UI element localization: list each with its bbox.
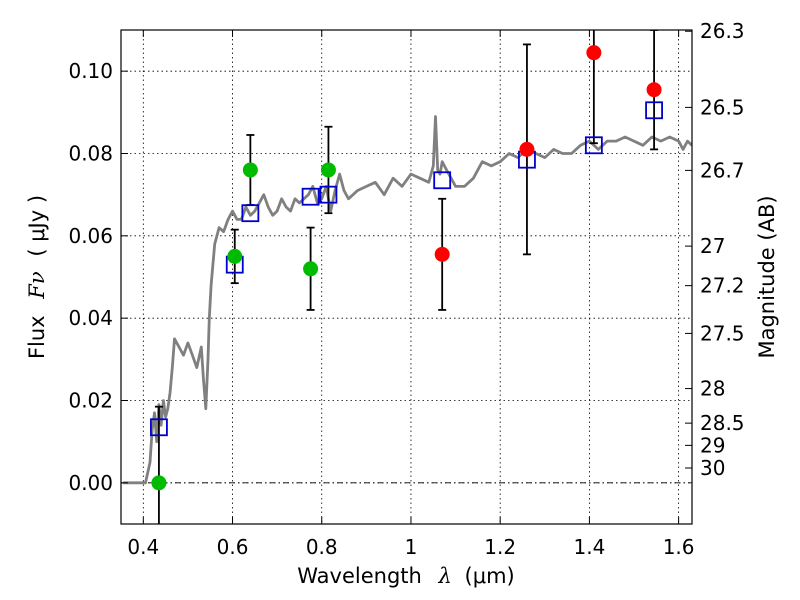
y-tick-label: 0.08 <box>68 142 113 166</box>
model-photometry-square <box>301 187 320 206</box>
photometry-point <box>151 475 167 491</box>
y2-tick-label: 26.5 <box>700 95 745 119</box>
y2-tick-label: 27.2 <box>700 274 745 298</box>
photometry-point <box>519 141 535 157</box>
y-tick-label: 0.04 <box>68 306 113 330</box>
y-tick-label: 0.10 <box>68 59 113 83</box>
y-axis-symbol: Fν <box>25 271 49 300</box>
x-tick-label: 1.6 <box>663 535 695 559</box>
x-tick-label: 1 <box>405 535 418 559</box>
plot-area <box>123 30 692 524</box>
y2-tick-label: 30 <box>700 456 725 480</box>
x-tick-label: 0.8 <box>306 535 338 559</box>
x-tick-label: 1.4 <box>573 535 605 559</box>
x-axis-unit: (μm) <box>465 564 515 588</box>
y-tick-label: 0.00 <box>68 471 113 495</box>
y-tick-label: 0.02 <box>68 389 113 413</box>
y2-tick-label: 28.5 <box>700 411 745 435</box>
y2-tick-label: 27.5 <box>700 321 745 345</box>
photometry-point <box>586 45 602 61</box>
model-photometry-square <box>319 185 338 204</box>
y-tick-label: 0.06 <box>68 224 113 248</box>
model-photometry-square <box>433 171 452 190</box>
y2-tick-label: 28 <box>700 377 725 401</box>
model-photometry-square <box>645 101 663 120</box>
y-axis-title: Flux Fν ( μJy ) <box>25 195 49 359</box>
model-photometry-square <box>241 204 260 223</box>
photometry-point <box>646 82 662 98</box>
x-axis-title: Wavelength λ (μm) <box>297 564 514 588</box>
y2-tick-label: 26.7 <box>700 158 745 182</box>
photometry-point <box>434 246 450 262</box>
axis-ticks <box>121 30 692 524</box>
y2-tick-label: 29 <box>700 433 725 457</box>
observed-photometry-markers <box>151 45 662 491</box>
plot-background <box>121 30 692 524</box>
photometry-point <box>227 248 243 264</box>
y2-tick-label: 27 <box>700 234 725 258</box>
y-axis-label: Flux <box>25 315 49 359</box>
y2-axis-title: Magnitude (AB) <box>755 195 779 358</box>
x-tick-label: 0.4 <box>127 535 159 559</box>
photometry-point <box>303 261 319 277</box>
y2-tick-label: 26.3 <box>700 19 745 43</box>
x-axis-symbol: λ <box>438 564 452 588</box>
model-photometry-square <box>584 136 603 155</box>
x-axis-label: Wavelength <box>297 564 422 588</box>
photometry-point <box>242 162 258 178</box>
photometry-point <box>320 162 336 178</box>
y-axis-unit: ( μJy ) <box>25 195 49 257</box>
x-tick-label: 0.6 <box>217 535 249 559</box>
model-photometry-square <box>150 418 168 437</box>
x-tick-label: 1.2 <box>484 535 516 559</box>
tick-labels: 0.4 0.6 0.8 1 1.2 1.4 1.6 0.00 0.02 0.04 0.06 0.08 0… <box>68 19 744 559</box>
plot-frame <box>120 29 693 525</box>
